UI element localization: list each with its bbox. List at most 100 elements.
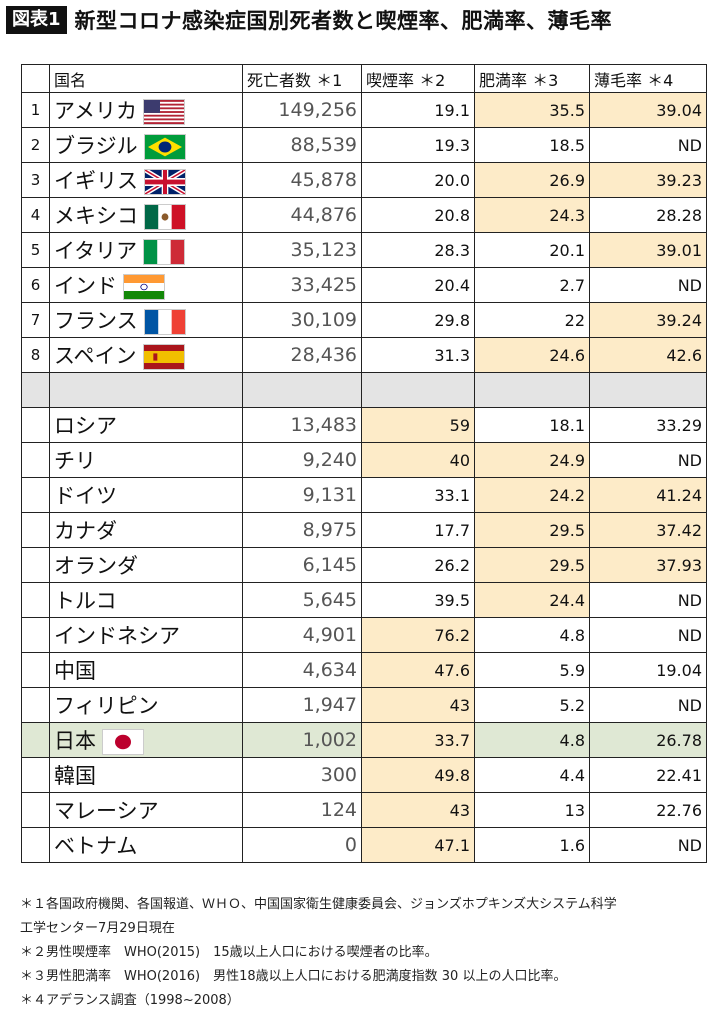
rank-cell — [21, 827, 50, 863]
obesity-cell: 5.2 — [474, 687, 590, 723]
country-cell: ドイツ — [49, 477, 243, 513]
col-header-smoking: 喫煙率 ＊2 — [361, 64, 475, 93]
country-cell: メキシコ — [49, 197, 243, 233]
country-cell: フランス — [49, 302, 243, 338]
footnote: ＊４アデランス調査（1998~2008） — [20, 993, 240, 1008]
country-cell: 日本 — [49, 722, 243, 758]
country-cell: イタリア — [49, 232, 243, 268]
table-row: 3 イギリス 45,878 20.0 26.9 39.23 — [21, 162, 707, 198]
obesity-cell: 1.6 — [474, 827, 590, 863]
obesity-cell: 35.5 — [474, 92, 590, 128]
deaths-cell: 149,256 — [242, 92, 362, 128]
separator-cell — [474, 372, 590, 408]
baldness-cell: ND — [589, 127, 707, 163]
country-cell: スペイン — [49, 337, 243, 373]
obesity-cell: 4.4 — [474, 757, 590, 793]
obesity-cell: 4.8 — [474, 617, 590, 653]
table-row: 8 スペイン 28,436 31.3 24.6 42.6 — [21, 337, 707, 373]
baldness-cell: 42.6 — [589, 337, 707, 373]
country-name: オランダ — [54, 554, 138, 578]
smoking-cell: 20.8 — [361, 197, 475, 233]
baldness-cell: 37.42 — [589, 512, 707, 548]
smoking-cell: 49.8 — [361, 757, 475, 793]
rank-cell — [21, 722, 50, 758]
deaths-cell: 1,947 — [242, 687, 362, 723]
deaths-cell: 45,878 — [242, 162, 362, 198]
footnote: ＊３男性肥満率 WHO(2016) 男性18歳以上人口における肥満度指数 30 … — [20, 969, 567, 984]
table-row: 5 イタリア 35,123 28.3 20.1 39.01 — [21, 232, 707, 268]
obesity-cell: 20.1 — [474, 232, 590, 268]
rank-cell — [21, 792, 50, 828]
country-cell: アメリカ — [49, 92, 243, 128]
table-row: マレーシア 124 43 13 22.76 — [21, 792, 707, 828]
header: 図表1 新型コロナ感染症国別死者数と喫煙率、肥満率、薄毛率 — [0, 0, 710, 40]
smoking-cell: 20.4 — [361, 267, 475, 303]
footnote: 工学センター7月29日現在 — [20, 921, 175, 936]
baldness-cell: ND — [589, 442, 707, 478]
smoking-cell: 43 — [361, 687, 475, 723]
us-flag-icon — [142, 99, 185, 125]
deaths-cell: 1,002 — [242, 722, 362, 758]
smoking-cell: 47.1 — [361, 827, 475, 863]
smoking-cell: 39.5 — [361, 582, 475, 618]
country-cell: ベトナム — [49, 827, 243, 863]
header-row: 国名 死亡者数 ＊1 喫煙率 ＊2 肥満率 ＊3 薄毛率 ＊4 — [21, 64, 707, 93]
italy-flag-icon — [143, 239, 186, 265]
country-cell: トルコ — [49, 582, 243, 618]
smoking-cell: 59 — [361, 407, 475, 443]
smoking-cell: 19.3 — [361, 127, 475, 163]
obesity-cell: 24.3 — [474, 197, 590, 233]
country-cell: ロシア — [49, 407, 243, 443]
table-row: ロシア 13,483 59 18.1 33.29 — [21, 407, 707, 443]
rank-cell: 2 — [21, 127, 50, 163]
country-name: 韓国 — [54, 764, 96, 788]
deaths-cell: 9,240 — [242, 442, 362, 478]
deaths-cell: 4,901 — [242, 617, 362, 653]
rank-cell — [21, 757, 50, 793]
col-header-country: 国名 — [49, 64, 243, 93]
baldness-cell: 22.41 — [589, 757, 707, 793]
table-row: オランダ 6,145 26.2 29.5 37.93 — [21, 547, 707, 583]
rank-cell: 1 — [21, 92, 50, 128]
obesity-cell: 18.5 — [474, 127, 590, 163]
page-title: 新型コロナ感染症国別死者数と喫煙率、肥満率、薄毛率 — [74, 9, 613, 33]
baldness-cell: 41.24 — [589, 477, 707, 513]
country-name: アメリカ — [54, 99, 137, 123]
deaths-cell: 88,539 — [242, 127, 362, 163]
deaths-cell: 8,975 — [242, 512, 362, 548]
smoking-cell: 76.2 — [361, 617, 475, 653]
rank-cell — [21, 687, 50, 723]
obesity-cell: 4.8 — [474, 722, 590, 758]
table-row: ベトナム 0 47.1 1.6 ND — [21, 827, 707, 863]
obesity-cell: 24.2 — [474, 477, 590, 513]
deaths-cell: 300 — [242, 757, 362, 793]
smoking-cell: 33.1 — [361, 477, 475, 513]
table-row: 1 アメリカ 149,256 19.1 35.5 39.04 — [21, 92, 707, 128]
rank-cell — [21, 547, 50, 583]
smoking-cell: 33.7 — [361, 722, 475, 758]
smoking-cell: 26.2 — [361, 547, 475, 583]
country-name: トルコ — [54, 589, 117, 613]
baldness-cell: 39.23 — [589, 162, 707, 198]
baldness-cell: 39.04 — [589, 92, 707, 128]
table-row: カナダ 8,975 17.7 29.5 37.42 — [21, 512, 707, 548]
deaths-cell: 0 — [242, 827, 362, 863]
col-header-deaths: 死亡者数 ＊1 — [242, 64, 362, 93]
col-header-rank — [21, 64, 50, 93]
deaths-cell: 44,876 — [242, 197, 362, 233]
country-name: マレーシア — [54, 799, 159, 823]
deaths-cell: 4,634 — [242, 652, 362, 688]
country-name: イタリア — [54, 239, 138, 263]
country-name: 日本 — [54, 729, 96, 753]
rank-cell — [21, 617, 50, 653]
country-name: ドイツ — [54, 484, 117, 508]
deaths-cell: 30,109 — [242, 302, 362, 338]
country-cell: チリ — [49, 442, 243, 478]
baldness-cell: ND — [589, 582, 707, 618]
baldness-cell: 26.78 — [589, 722, 707, 758]
deaths-cell: 9,131 — [242, 477, 362, 513]
rank-cell — [21, 442, 50, 478]
country-name: ロシア — [54, 414, 117, 438]
deaths-cell: 33,425 — [242, 267, 362, 303]
spain-flag-icon — [142, 344, 185, 370]
